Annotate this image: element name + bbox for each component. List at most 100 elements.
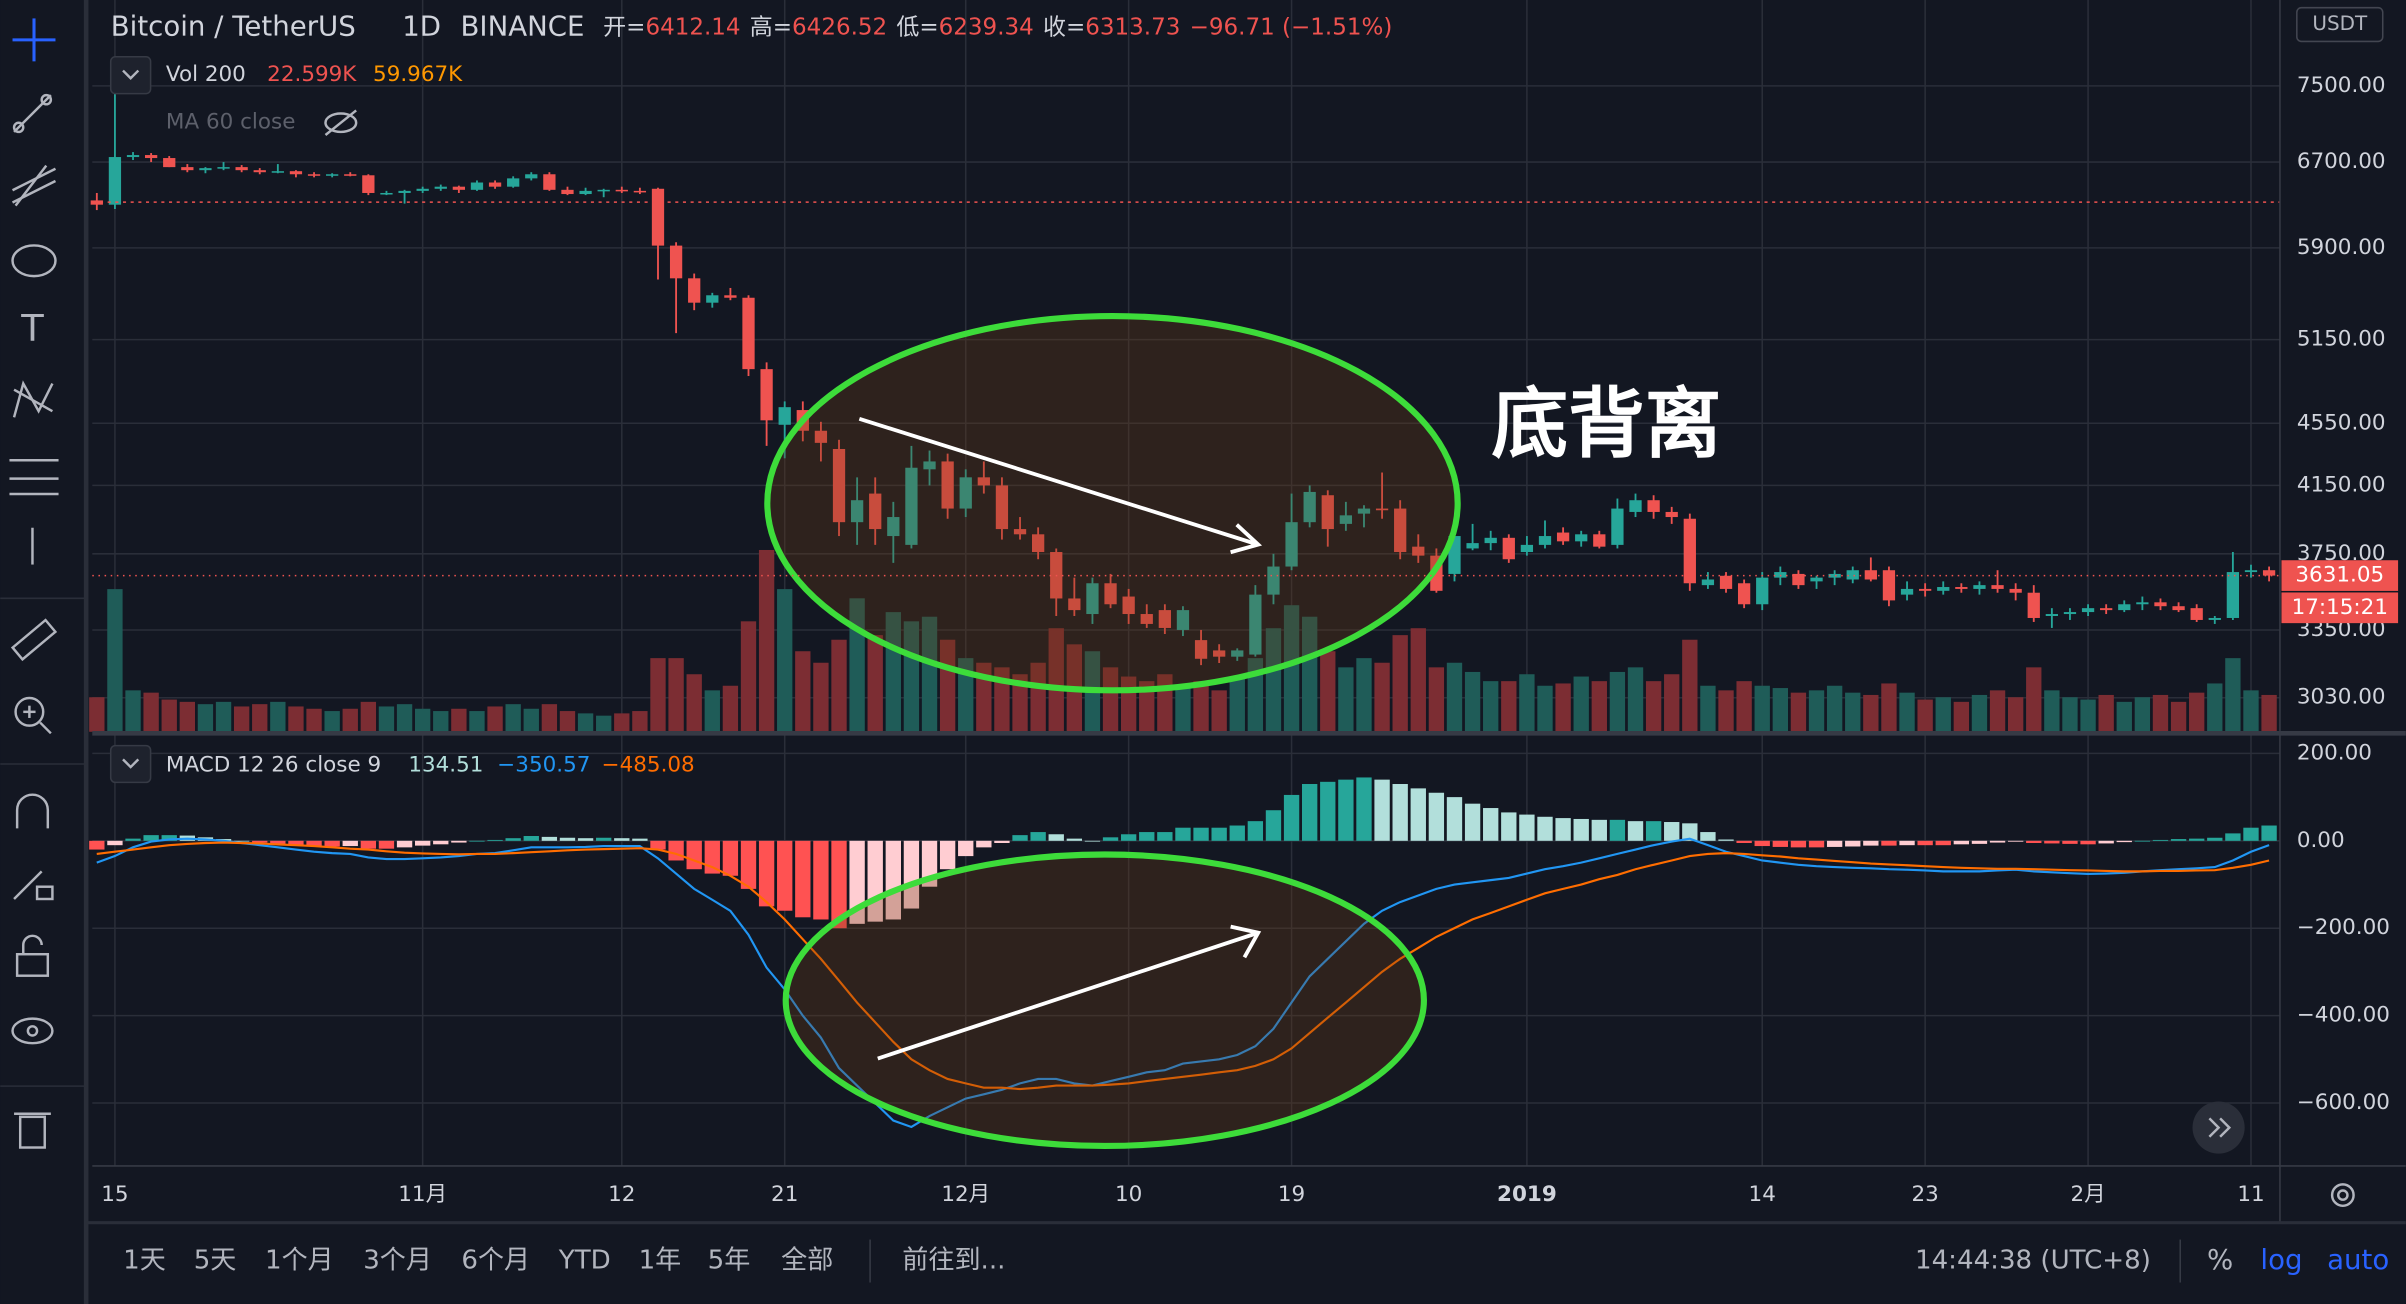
ohlc-label: 高=	[750, 14, 792, 40]
histogram-bar	[433, 840, 449, 845]
volume-bar	[197, 704, 214, 732]
range-button[interactable]: 5年	[708, 1246, 751, 1276]
range-button[interactable]: 1个月	[265, 1246, 334, 1276]
volume-bar	[668, 658, 684, 732]
volume-bar	[1012, 674, 1028, 732]
candle-body	[1955, 587, 1968, 589]
scale-button[interactable]: log	[2260, 1243, 2302, 1276]
histogram-bar	[1953, 840, 1970, 845]
highlight-ellipse	[782, 851, 1427, 1150]
candle-body	[1303, 491, 1316, 523]
candle-body	[1882, 570, 1896, 601]
candle-body	[1683, 518, 1696, 584]
histogram-bar	[740, 840, 757, 889]
text-tool[interactable]: T	[20, 306, 44, 349]
x-tick-label: 2月	[2070, 1182, 2105, 1207]
histogram-bar	[1591, 819, 1607, 841]
candle-body	[1647, 500, 1660, 512]
volume-bar	[179, 701, 196, 732]
trend-arrow	[877, 930, 1259, 1061]
delete-tool[interactable]	[14, 1112, 51, 1149]
volume-bar	[577, 713, 594, 732]
range-button[interactable]: 全部	[781, 1246, 833, 1276]
goto-button[interactable]: 前往到...	[902, 1246, 1005, 1276]
last-price-box	[2281, 560, 2399, 591]
scale-button[interactable]: auto	[2327, 1243, 2389, 1276]
histogram-bar	[2134, 840, 2151, 842]
candle-body	[416, 188, 429, 191]
range-button[interactable]: 1年	[639, 1246, 682, 1276]
volume-bar	[559, 711, 576, 732]
candle-body	[760, 369, 773, 421]
scale-button[interactable]: %	[2207, 1243, 2233, 1276]
candle-body	[1593, 534, 1606, 547]
candle-body	[289, 171, 303, 175]
histogram-bar	[288, 840, 304, 846]
candle-body	[814, 430, 828, 443]
candle-body	[1086, 583, 1099, 615]
range-button[interactable]: 3个月	[363, 1246, 432, 1276]
candle-body	[706, 295, 719, 303]
pattern-tool[interactable]	[12, 380, 54, 418]
volume-bar	[1175, 685, 1191, 732]
y-tick-label: 5150.00	[2297, 327, 2386, 352]
settings-icon[interactable]	[2330, 1183, 2355, 1208]
histogram-bar	[650, 840, 666, 850]
candle-body	[398, 190, 411, 193]
forecast-tool[interactable]	[9, 459, 59, 496]
y-tick-label: 4150.00	[2297, 472, 2386, 497]
histogram-bar	[1338, 779, 1354, 841]
crosshair-tool[interactable]	[12, 18, 56, 62]
range-button[interactable]: 6个月	[461, 1246, 530, 1276]
range-button[interactable]: YTD	[558, 1246, 611, 1276]
candle-body	[108, 157, 122, 205]
histogram-bar	[306, 840, 322, 847]
volume-bar	[1229, 676, 1245, 732]
volume-bar	[2062, 697, 2078, 732]
range-button[interactable]: 5天	[194, 1246, 237, 1276]
shape-tool[interactable]	[11, 244, 57, 278]
candle-body	[452, 186, 466, 190]
visibility-tool[interactable]	[11, 1017, 54, 1045]
candle-body	[615, 189, 628, 192]
histogram-bar	[668, 840, 684, 861]
hidden-eye-icon[interactable]	[324, 109, 358, 136]
macd-hist-value: 134.51	[408, 753, 483, 778]
candle-body	[1176, 610, 1190, 630]
range-button[interactable]: 1天	[123, 1246, 166, 1276]
collapse-button[interactable]	[109, 55, 152, 95]
magnet-tool[interactable]	[15, 793, 50, 829]
trendline-tool[interactable]	[12, 93, 53, 134]
lock-tool[interactable]	[15, 934, 50, 977]
volume-bar	[1754, 685, 1770, 732]
candle-body	[1792, 573, 1805, 586]
volume-bar	[632, 711, 648, 732]
histogram-bar	[559, 837, 576, 841]
ruler-tool[interactable]	[10, 618, 58, 662]
lock-drawing-tool[interactable]	[13, 870, 54, 901]
volume-bar	[451, 708, 467, 732]
histogram-bar	[1537, 816, 1553, 841]
collapse-button[interactable]	[109, 744, 152, 784]
signal-line	[96, 841, 2270, 1091]
volume-bar	[2225, 658, 2241, 732]
volume-bar	[1048, 628, 1064, 732]
candle-body	[1719, 575, 1733, 589]
candle-body	[1973, 585, 1986, 589]
fib-tool[interactable]	[11, 164, 57, 207]
histogram-bar	[777, 840, 793, 911]
zoom-tool[interactable]	[14, 696, 52, 735]
histogram-bar	[1935, 840, 1951, 846]
histogram-bar	[1175, 827, 1191, 841]
arrow-head	[1230, 924, 1262, 959]
candle-body	[977, 477, 990, 486]
histogram-bar	[1410, 788, 1426, 841]
volume-bar	[1845, 692, 1861, 732]
y-tick-label: −600.00	[2297, 1090, 2390, 1115]
candle-body	[488, 182, 502, 187]
volume-bar	[2207, 683, 2223, 732]
histogram-bar	[1609, 819, 1626, 841]
currency-box[interactable]	[2296, 6, 2384, 43]
y-tick-label: 7500.00	[2297, 73, 2386, 98]
histogram-bar	[958, 840, 974, 857]
